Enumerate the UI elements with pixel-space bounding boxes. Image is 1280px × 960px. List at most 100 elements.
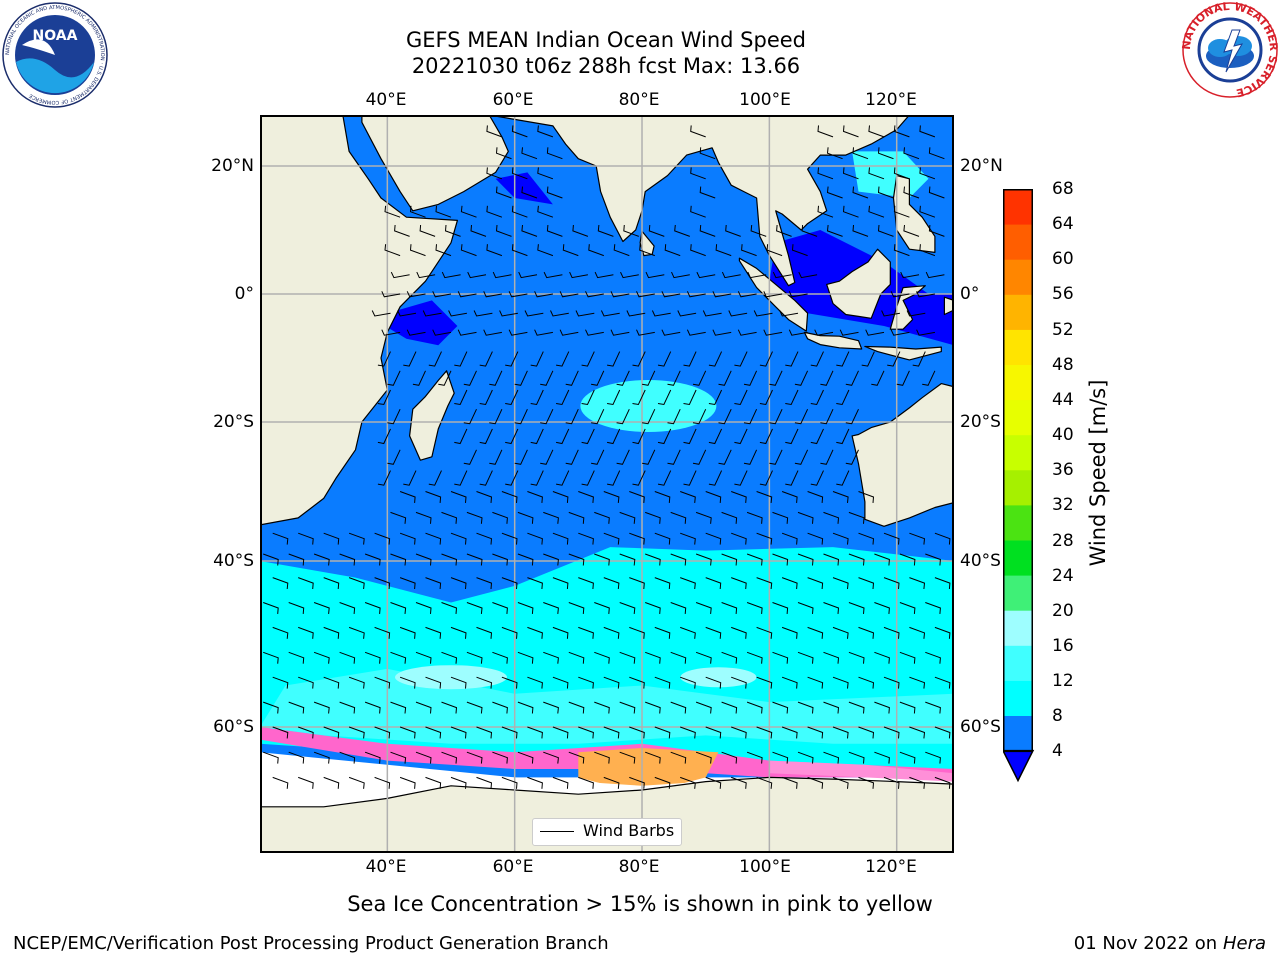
wind-barb [642, 370, 656, 386]
colorbar-tick-20: 20 [1052, 601, 1074, 621]
wind-barb [664, 244, 681, 257]
wind-barb [725, 224, 741, 237]
wind-barb [823, 511, 840, 524]
wind-barb [861, 351, 875, 367]
wind-barb [753, 310, 773, 317]
wind-barb [909, 676, 926, 689]
wind-barb [836, 428, 850, 445]
wind-barb [578, 491, 594, 503]
wind-barb [670, 751, 687, 764]
wind-barb [387, 449, 401, 465]
wind-barb [746, 602, 763, 614]
wind-barb [692, 370, 707, 386]
wind-barb [695, 602, 712, 614]
wind-barb [479, 351, 493, 367]
wind-barb [600, 310, 620, 317]
wind-barb [619, 602, 636, 614]
wind-barb [403, 470, 417, 486]
wind-barb [670, 511, 687, 524]
wind-barb [680, 491, 696, 503]
wind-barb [868, 125, 885, 138]
colorbar-tick-12: 12 [1052, 671, 1074, 691]
wind-barb [288, 651, 305, 664]
wind-barb [415, 701, 432, 714]
wind-barb [619, 511, 636, 524]
colorbar-segment [1003, 259, 1033, 295]
wind-barb [559, 291, 579, 298]
wind-barb [916, 291, 935, 298]
wind-barb [492, 271, 512, 279]
wind-barb [928, 186, 945, 199]
lat-tick-right-20s: 20°S [960, 412, 1001, 432]
lon-tick-top-80e: 80°E [618, 90, 660, 110]
wind-barb [823, 602, 840, 614]
wind-barb [928, 147, 945, 160]
wind-barb [718, 449, 732, 465]
colorbar-segment [1003, 715, 1033, 752]
map-legend [532, 818, 682, 846]
wind-barb [517, 701, 534, 714]
wind-barb [874, 553, 890, 566]
wind-barb [454, 351, 468, 367]
wind-barb [925, 553, 941, 566]
wind-barb [288, 553, 305, 566]
wind-barb [517, 751, 534, 764]
lat-tick-right-20n: 20°N [960, 156, 1003, 176]
wind-barb [883, 776, 900, 789]
wind-barb [568, 651, 585, 664]
wind-barb [683, 389, 697, 406]
noaa-logo: NOAA NATIONAL OCEANIC AND ATMOSPHERIC AD… [2, 2, 108, 108]
wind-barb [890, 291, 910, 298]
colorbar-tick-56: 56 [1052, 284, 1074, 304]
wind-barb [387, 408, 401, 425]
wind-barb [263, 553, 279, 566]
wind-barb [756, 491, 773, 503]
wind-barb [298, 577, 314, 590]
colorbar-tick-24: 24 [1052, 566, 1074, 586]
date-text: 01 Nov 2022 on [1073, 933, 1218, 954]
wind-barb [877, 224, 894, 237]
land-philippines [892, 174, 936, 253]
wind-barb [470, 224, 487, 237]
wind-barb [428, 470, 442, 486]
wind-barb [603, 491, 620, 503]
wind-barb [645, 553, 661, 566]
wind-barb [883, 577, 900, 590]
wind-barb [794, 449, 809, 465]
wind-barb [731, 676, 747, 689]
wind-barb [527, 577, 543, 590]
wind-barb [874, 651, 890, 664]
wind-barb [899, 651, 916, 664]
wind-barb [632, 351, 646, 367]
wind-barb [348, 626, 365, 639]
wind-barb [473, 310, 493, 317]
wind-barb [852, 224, 869, 237]
wind-barb [399, 577, 416, 590]
wind-barb [797, 651, 814, 664]
sea-ice-footnote: Sea Ice Concentration > 15% is shown in … [347, 892, 933, 916]
colorbar-segment [1003, 224, 1033, 260]
wind-barb [466, 602, 483, 614]
wind-barb [463, 408, 477, 425]
wind-barb [629, 676, 645, 689]
wind-barb [865, 329, 885, 336]
wind-barb [629, 776, 645, 789]
wind-barb [623, 224, 639, 237]
wind-barb [450, 776, 467, 789]
lon-tick-bottom-60e: 60°E [492, 857, 534, 877]
wind-barb [629, 626, 645, 639]
wind-barb [441, 701, 458, 714]
wind-barb [836, 389, 850, 406]
wind-barb [654, 577, 671, 590]
wind-barb [852, 147, 869, 160]
wind-barb [272, 676, 289, 689]
wind-barb [527, 532, 543, 545]
wind-barb [492, 751, 508, 764]
wind-barb [670, 651, 687, 664]
wind-barb [823, 751, 840, 764]
wind-barb [390, 701, 407, 714]
wind-barb [620, 271, 639, 279]
wind-barb [741, 244, 757, 257]
wind-barb [450, 676, 467, 689]
wind-barb [364, 701, 381, 714]
